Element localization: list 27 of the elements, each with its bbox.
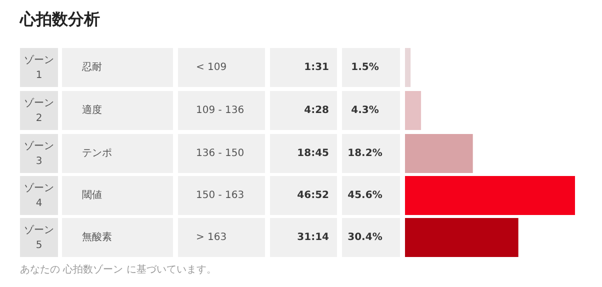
text: 1:31 (304, 62, 330, 74)
data-label: 18.2% (348, 148, 382, 160)
text: 150 - 163 (196, 190, 244, 202)
y-tick-label: ゾーン 4 (24, 182, 54, 210)
text: 46:52 (297, 190, 330, 202)
y-tick-label: ゾーン 3 (24, 140, 54, 168)
data-label: 4.3% (351, 105, 379, 116)
text: 忍耐 (81, 62, 102, 74)
y-tick-label: ゾーン 2 (24, 97, 54, 124)
text: 136 - 150 (196, 148, 244, 160)
text: テンポ (82, 148, 112, 160)
text: 無酸素 (82, 231, 112, 244)
y-tick-label: ゾーン 5 (24, 224, 54, 252)
text: 閾値 (82, 189, 102, 202)
data-label: 45.6% (348, 190, 382, 202)
data-label: 30.4% (348, 232, 382, 244)
text: > 163 (196, 232, 227, 244)
text: 18:45 (297, 148, 330, 160)
data-label: 1.5% (351, 62, 379, 74)
text: < 109 (196, 62, 227, 74)
text: 適度 (82, 104, 102, 116)
text: 4:28 (304, 105, 330, 116)
y-tick-label: ゾーン 1 (24, 54, 54, 82)
text: 心拍数分析 (19, 9, 100, 28)
text: 31:14 (297, 232, 330, 244)
text: 109 - 136 (196, 105, 244, 116)
text: あなたの 心拍数ゾーン に基づいています。 (20, 264, 216, 276)
